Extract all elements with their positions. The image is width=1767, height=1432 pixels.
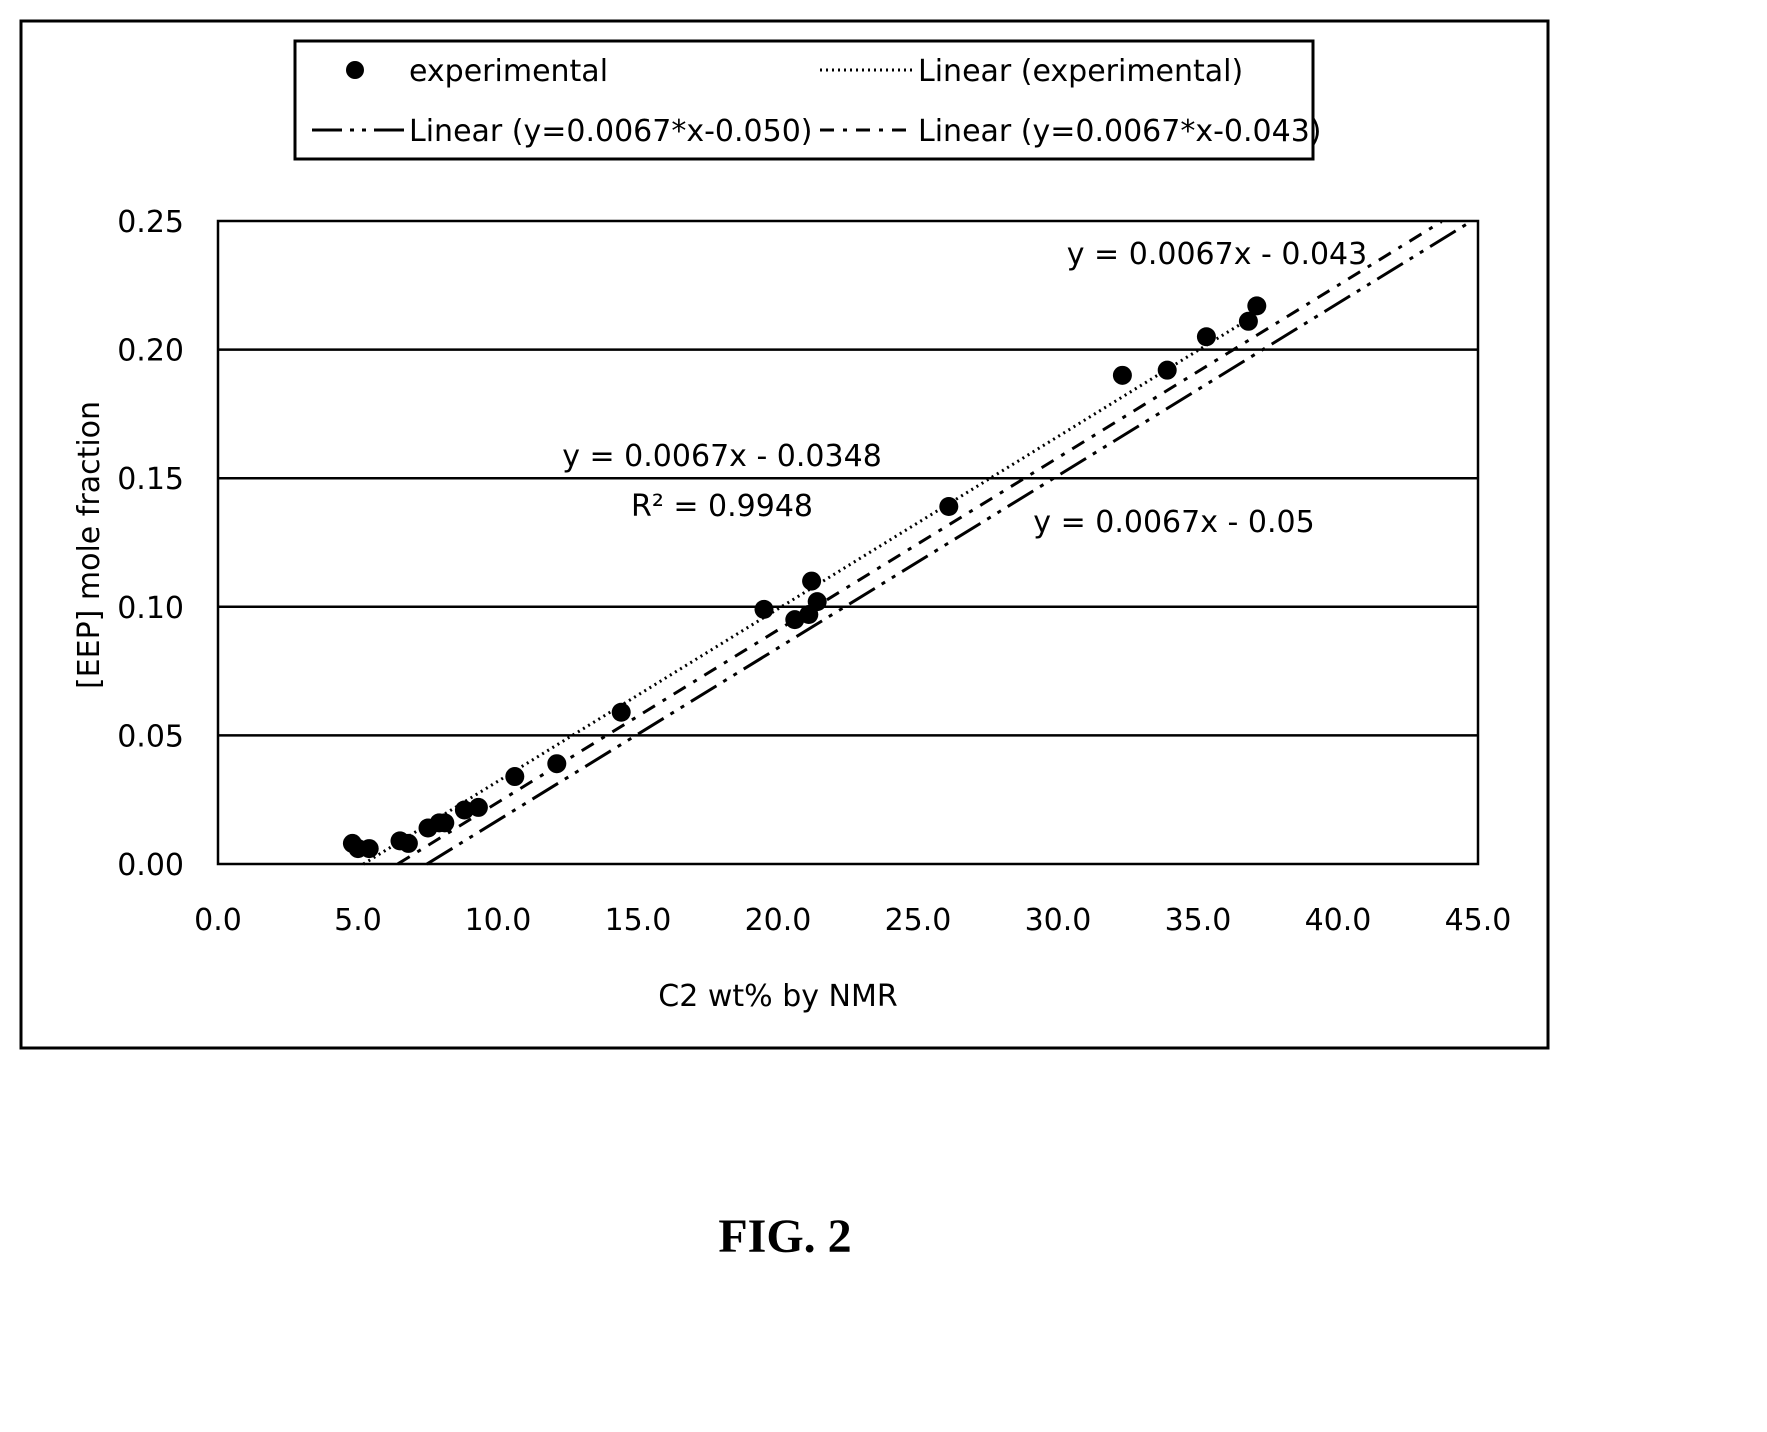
x-tick-label: 45.0 bbox=[1445, 903, 1512, 938]
data-point bbox=[1112, 365, 1132, 385]
y-axis-label: [EEP] mole fraction bbox=[72, 401, 107, 689]
trendlines bbox=[362, 219, 1474, 866]
data-point bbox=[435, 813, 455, 833]
data-point bbox=[505, 767, 525, 787]
figure-label: FIG. 2 bbox=[718, 1210, 851, 1263]
annotation-eq-050: y = 0.0067x - 0.05 bbox=[1033, 505, 1314, 540]
trendline-2 bbox=[426, 219, 1474, 866]
annotation-eq-043: y = 0.0067x - 0.043 bbox=[1067, 237, 1367, 272]
data-point bbox=[1157, 360, 1177, 380]
gridlines bbox=[218, 348, 1478, 737]
chart-frame bbox=[19, 19, 1550, 1050]
y-tick-label: 0.20 bbox=[117, 334, 184, 369]
data-point bbox=[454, 800, 474, 820]
legend-box bbox=[293, 39, 1315, 161]
y-tick-label: 0.25 bbox=[117, 205, 184, 240]
data-point bbox=[807, 592, 827, 612]
x-axis-label: C2 wt% by NMR bbox=[658, 979, 897, 1014]
y-tick-label: 0.15 bbox=[117, 462, 184, 497]
x-tick-label: 40.0 bbox=[1305, 903, 1372, 938]
data-points bbox=[342, 296, 1267, 859]
x-tick-label: 35.0 bbox=[1165, 903, 1232, 938]
data-point bbox=[1196, 327, 1216, 347]
y-tick-labels: 0.00 0.05 0.10 0.15 0.20 0.25 bbox=[117, 205, 184, 883]
y-tick-label: 0.10 bbox=[117, 591, 184, 626]
x-tick-label: 10.0 bbox=[465, 903, 532, 938]
trendline-3 bbox=[396, 220, 1443, 866]
legend-label-linear-experimental: Linear (experimental) bbox=[918, 54, 1243, 89]
x-tick-label: 5.0 bbox=[334, 903, 382, 938]
legend-marker-experimental bbox=[346, 61, 364, 79]
x-tick-label: 25.0 bbox=[885, 903, 952, 938]
x-tick-label: 30.0 bbox=[1025, 903, 1092, 938]
y-tick-label: 0.00 bbox=[117, 848, 184, 883]
x-tick-label: 20.0 bbox=[745, 903, 812, 938]
data-point bbox=[1247, 296, 1267, 316]
legend-label-linear-043: Linear (y=0.0067*x-0.043) bbox=[918, 114, 1322, 149]
annotation-r2-experimental: R² = 0.9948 bbox=[631, 489, 813, 524]
data-point bbox=[359, 839, 379, 859]
x-tick-labels: 0.0 5.0 10.0 15.0 20.0 25.0 30.0 35.0 40.0 45.0 bbox=[194, 903, 1511, 938]
legend: experimental Linear (experimental) Linea… bbox=[293, 39, 1322, 161]
data-point bbox=[398, 833, 418, 853]
y-tick-label: 0.05 bbox=[117, 719, 184, 754]
x-tick-label: 15.0 bbox=[605, 903, 672, 938]
data-point bbox=[547, 754, 567, 774]
data-point bbox=[939, 496, 959, 516]
plot-frame bbox=[216, 219, 1480, 866]
legend-label-experimental: experimental bbox=[409, 54, 608, 89]
plot-area: 0.0 5.0 10.0 15.0 20.0 25.0 30.0 35.0 40.0 45.0 0… bbox=[117, 205, 1511, 938]
data-point bbox=[468, 797, 488, 817]
data-point bbox=[611, 702, 631, 722]
x-tick-label: 0.0 bbox=[194, 903, 242, 938]
data-point bbox=[754, 599, 774, 619]
data-point bbox=[802, 571, 822, 591]
data-point bbox=[1238, 311, 1258, 331]
legend-label-linear-050: Linear (y=0.0067*x-0.050) bbox=[409, 114, 813, 149]
annotation-eq-experimental: y = 0.0067x - 0.0348 bbox=[562, 439, 882, 474]
